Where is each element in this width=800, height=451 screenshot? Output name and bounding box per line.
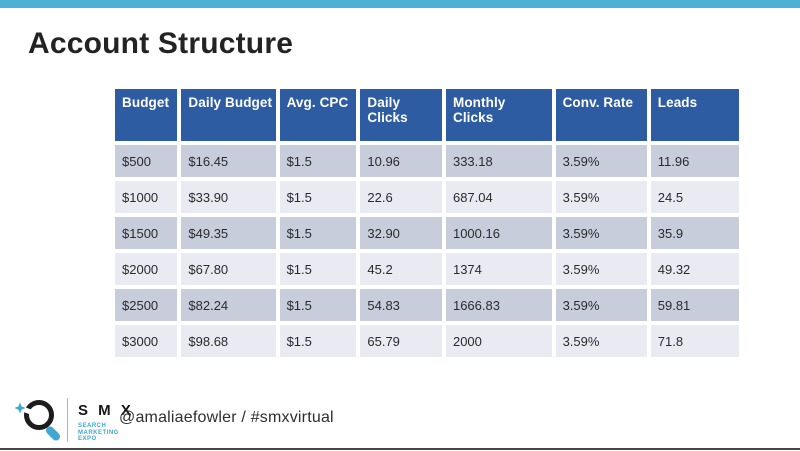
column-header: Budget — [115, 89, 178, 141]
smx-wordmark: S M X — [78, 402, 134, 419]
table-row: $2500 $82.24 $1.5 54.83 1666.83 3.59% 59.81 — [115, 289, 739, 321]
column-header: Leads — [650, 89, 739, 141]
column-header: Avg. CPC — [279, 89, 357, 141]
table-header-row: Budget Daily Budget Avg. CPC Daily Clicks Mo… — [115, 89, 739, 141]
table-cell: $1.5 — [279, 289, 357, 321]
table-row: $500 $16.45 $1.5 10.96 333.18 3.59% 11.96 — [115, 145, 739, 177]
table-cell: $33.90 — [181, 181, 276, 213]
table-row: $2000 $67.80 $1.5 45.2 1374 3.59% 49.32 — [115, 253, 739, 285]
table-cell: 71.8 — [650, 325, 739, 357]
table-cell: 45.2 — [360, 253, 442, 285]
account-structure-table: Budget Daily Budget Avg. CPC Daily Clicks Mo… — [111, 85, 743, 361]
smx-logo: S M X SEARCH MARKETING EXPO — [78, 403, 134, 443]
top-accent-bar — [0, 0, 800, 8]
table-cell: 3.59% — [555, 289, 647, 321]
table-cell: $49.35 — [181, 217, 276, 249]
table-cell: $500 — [115, 145, 178, 177]
table-cell: 1374 — [445, 253, 552, 285]
table-cell: $1000 — [115, 181, 178, 213]
table-cell: 54.83 — [360, 289, 442, 321]
footer-handle: @amaliaefowler / #smxvirtual — [119, 409, 334, 426]
table-cell: 333.18 — [445, 145, 552, 177]
table-cell: 49.32 — [650, 253, 739, 285]
smx-tagline-line: MARKETING — [78, 429, 119, 436]
table-cell: 1000.16 — [445, 217, 552, 249]
table-cell: 11.96 — [650, 145, 739, 177]
column-header: Daily Clicks — [360, 89, 442, 141]
table-cell: 22.6 — [360, 181, 442, 213]
table-cell: 2000 — [445, 325, 552, 357]
logo-divider — [67, 398, 68, 442]
table-cell: $1.5 — [279, 217, 357, 249]
table-cell: $3000 — [115, 325, 178, 357]
table-cell: $1.5 — [279, 325, 357, 357]
table-cell: 3.59% — [555, 325, 647, 357]
table-cell: $1.5 — [279, 181, 357, 213]
table-cell: 3.59% — [555, 181, 647, 213]
smx-tagline: SEARCH MARKETING EXPO — [78, 423, 134, 443]
table-cell: $67.80 — [181, 253, 276, 285]
data-table: Budget Daily Budget Avg. CPC Daily Clicks Mo… — [111, 85, 743, 361]
table-cell: 687.04 — [445, 181, 552, 213]
table-cell: $98.68 — [181, 325, 276, 357]
column-header: Daily Budget — [181, 89, 276, 141]
table-cell: 3.59% — [555, 145, 647, 177]
table-cell: 32.90 — [360, 217, 442, 249]
table-cell: 24.5 — [650, 181, 739, 213]
table-row: $1500 $49.35 $1.5 32.90 1000.16 3.59% 35.9 — [115, 217, 739, 249]
table-row: $3000 $98.68 $1.5 65.79 2000 3.59% 71.8 — [115, 325, 739, 357]
smx-tagline-line: SEARCH — [78, 423, 107, 429]
table-cell: 35.9 — [650, 217, 739, 249]
smx-tagline-line: EXPO — [78, 436, 97, 442]
column-header: Conv. Rate — [555, 89, 647, 141]
table-cell: $2500 — [115, 289, 178, 321]
table-cell: 10.96 — [360, 145, 442, 177]
slide-title: Account Structure — [28, 27, 294, 60]
table-cell: $1.5 — [279, 145, 357, 177]
table-row: $1000 $33.90 $1.5 22.6 687.04 3.59% 24.5 — [115, 181, 739, 213]
table-cell: $2000 — [115, 253, 178, 285]
bottom-divider-line — [0, 448, 800, 450]
table-cell: $82.24 — [181, 289, 276, 321]
table-cell: 3.59% — [555, 253, 647, 285]
table-cell: 1666.83 — [445, 289, 552, 321]
table-cell: $1500 — [115, 217, 178, 249]
table-cell: $16.45 — [181, 145, 276, 177]
table-cell: 3.59% — [555, 217, 647, 249]
magnifier-sparkle-icon — [14, 400, 60, 441]
table-cell: 65.79 — [360, 325, 442, 357]
column-header: Monthly Clicks — [445, 89, 552, 141]
table-cell: $1.5 — [279, 253, 357, 285]
table-cell: 59.81 — [650, 289, 739, 321]
